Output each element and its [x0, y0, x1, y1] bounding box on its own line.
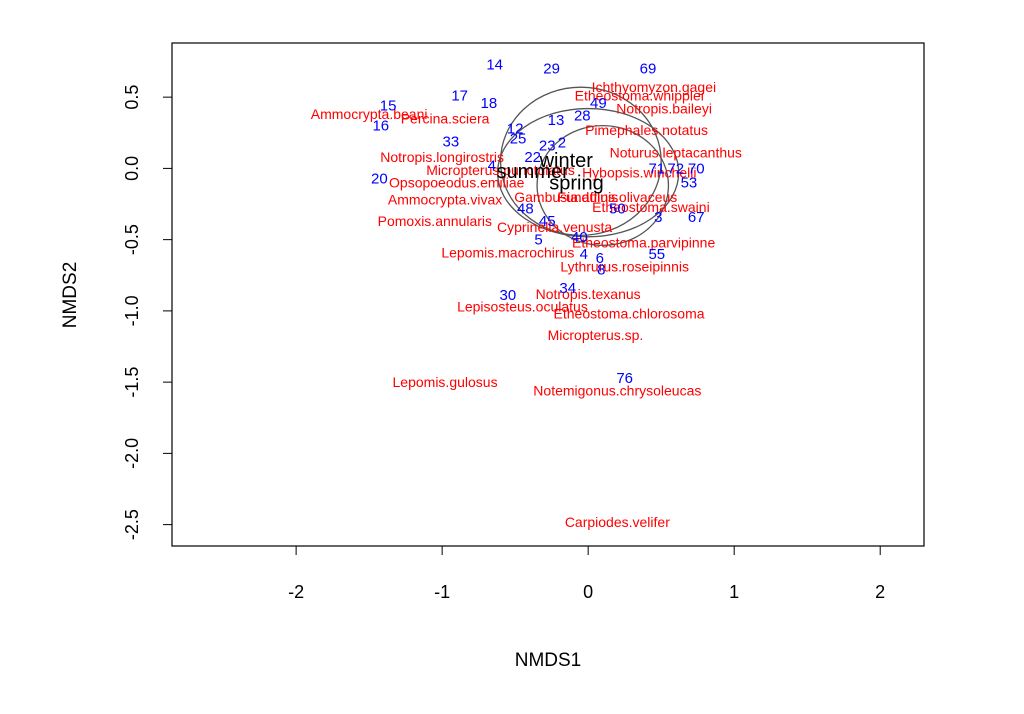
species-label: Opsopoeodus.emiliae: [389, 175, 525, 191]
site-label: 28: [574, 108, 591, 125]
group-label: spring: [549, 173, 603, 195]
species-label: Cyprinella.venusta: [497, 219, 612, 235]
y-tick-label: -2.0: [122, 438, 142, 469]
species-label: Ammocrypta.vivax: [388, 192, 502, 208]
site-label: 69: [640, 61, 657, 78]
group-label: summer: [497, 161, 570, 183]
site-label: 67: [688, 209, 705, 226]
site-label: 15: [380, 98, 397, 115]
site-label: 12: [507, 120, 524, 137]
y-tick-label: -1.0: [122, 295, 142, 326]
ellipses-layer: [496, 86, 680, 246]
species-label: Ichthyomyzon.gagei: [592, 79, 717, 95]
site-label: 22: [524, 149, 541, 166]
x-tick-label: 2: [875, 582, 885, 602]
species-label: Notropis.texanus: [536, 286, 641, 302]
site-label: 8: [597, 262, 605, 279]
site-label: 29: [543, 61, 560, 78]
x-tick-label: -1: [434, 582, 450, 602]
site-label: 13: [548, 112, 565, 129]
site-label: 6: [596, 250, 604, 267]
y-tick-label: 0.5: [122, 85, 142, 110]
site-label: 25: [510, 130, 527, 147]
site-label: 55: [648, 246, 665, 263]
group-ellipse: [496, 107, 680, 238]
group-label: winter: [539, 150, 594, 172]
site-label: 50: [609, 200, 626, 217]
site-label: 33: [443, 133, 460, 150]
species-label: Lythrurus.roseipinnis: [560, 259, 689, 275]
species-label: Etheostoma.swaini: [592, 199, 710, 215]
species-label: Carpiodes.velifer: [565, 514, 670, 530]
site-label: 72: [667, 160, 684, 177]
site-label: 5: [534, 232, 542, 249]
species-label: Lepomis.macrochirus: [441, 244, 574, 260]
species-label: Hybopsis.winchelli: [582, 165, 696, 181]
x-axis-title: NMDS1: [515, 650, 582, 671]
species-label: Noturus.leptacanthus: [610, 145, 742, 161]
y-tick-label: -1.5: [122, 367, 142, 398]
y-axis-title: NMDS2: [60, 262, 81, 329]
species-label: Etheostoma.whipplei: [575, 88, 704, 104]
x-tick-label: 0: [583, 582, 593, 602]
species-label: Notemigonus.chrysoleucas: [533, 383, 701, 399]
site-label: 48: [517, 200, 534, 217]
group-ellipse: [499, 86, 662, 237]
site-label: 23: [539, 138, 556, 155]
site-label: 45: [539, 213, 556, 230]
y-tick-label: 0.0: [122, 156, 142, 181]
site-label: 17: [451, 88, 468, 105]
species-label: Ammocrypta.beani: [311, 106, 428, 122]
site-label: 49: [590, 95, 607, 112]
site-label: 4: [488, 158, 496, 175]
species-label: Gambusia.affinis: [514, 189, 618, 205]
site-label: 40: [571, 229, 588, 246]
species-label: Notropis.longirostris: [380, 149, 504, 165]
species-label: Pimephales.notatus: [585, 122, 708, 138]
site-label: 20: [371, 170, 388, 187]
plot-frame: [171, 42, 925, 547]
species-label: Percina.sciera: [401, 111, 490, 127]
species-label: Micropterus.sp.: [548, 327, 644, 343]
site-label: 2: [558, 135, 566, 152]
site-label: 18: [481, 95, 498, 112]
species-label: Lepomis.gulosus: [393, 374, 498, 390]
site-label: 76: [616, 370, 633, 387]
y-tick-label: -0.5: [122, 224, 142, 255]
y-axis: 0.5 0.0 -0.5 -1.0 -1.5 -2.0 -2.5: [122, 85, 172, 540]
site-label: 70: [688, 160, 705, 177]
x-tick-label: -2: [288, 582, 304, 602]
species-label: Micropterus.punctulatus: [426, 162, 575, 178]
x-axis: -2 -1 0 1 2: [288, 546, 885, 602]
x-tick-label: 1: [729, 582, 739, 602]
species-label: Notropis.baileyi: [616, 101, 712, 117]
species-label: Etheostoma.parvipinne: [572, 234, 715, 250]
species-label: Etheostoma.chlorosoma: [554, 306, 705, 322]
site-label: 34: [559, 280, 576, 297]
species-label: Lepisosteus.oculatus: [457, 299, 588, 315]
site-label: 3: [654, 209, 662, 226]
group-ellipse: [536, 124, 670, 246]
site-label: 30: [500, 287, 517, 304]
species-label: Fundulus.olivaceus: [557, 189, 677, 205]
species-label: Pomoxis.annularis: [378, 213, 492, 229]
site-label: 16: [372, 118, 389, 135]
site-label: 71: [648, 160, 665, 177]
site-label: 4: [580, 246, 588, 263]
site-label: 53: [681, 175, 698, 192]
site-label: 14: [486, 56, 503, 73]
y-tick-label: -2.5: [122, 509, 142, 540]
